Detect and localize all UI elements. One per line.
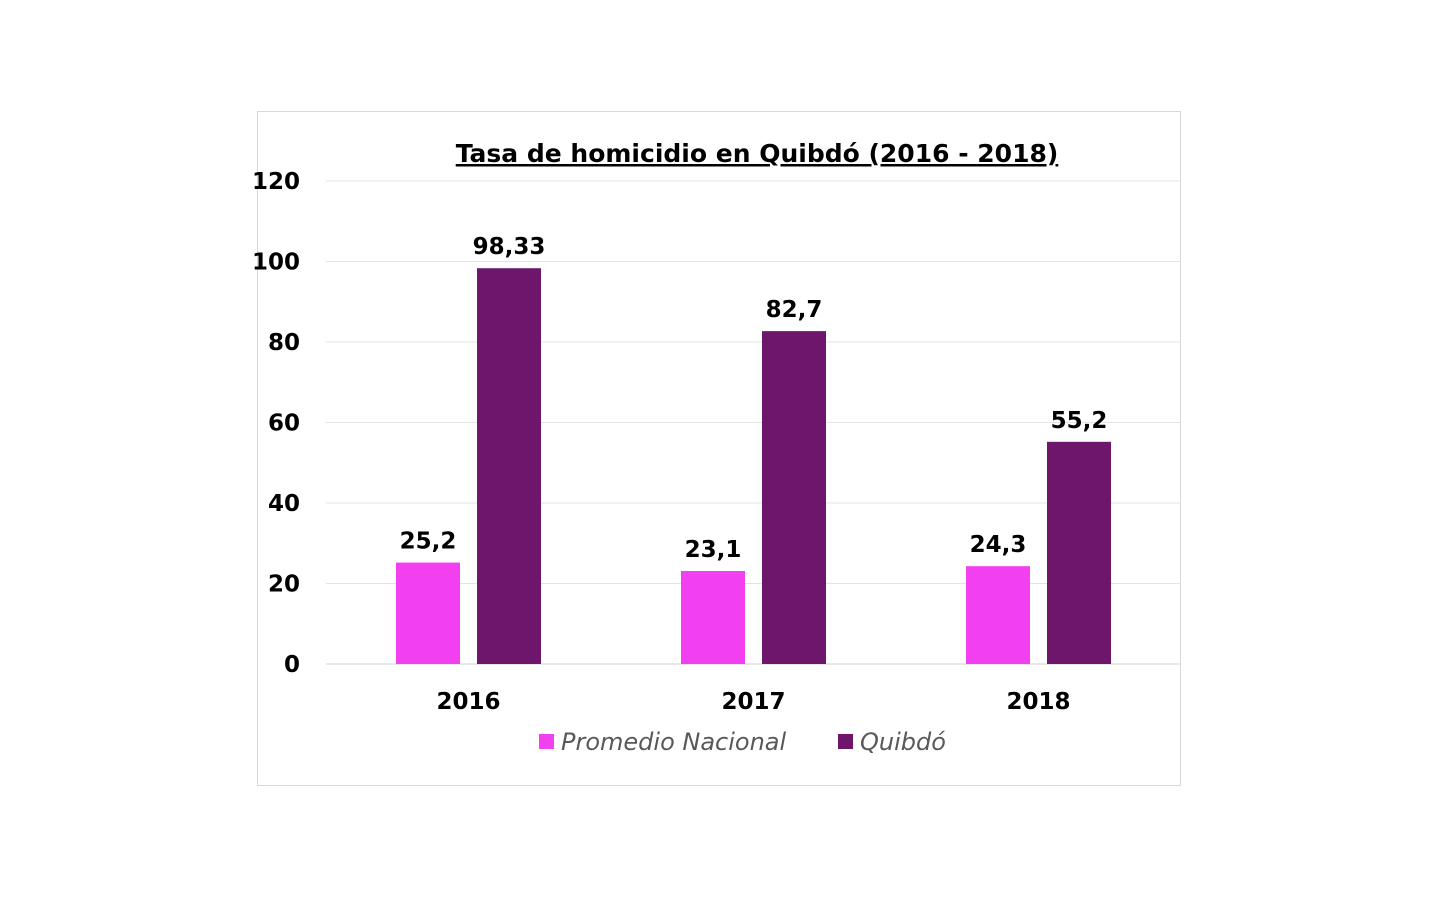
legend-label: Quibdó xyxy=(860,728,946,756)
data-label: 55,2 xyxy=(1051,408,1108,434)
y-tick-label: 100 xyxy=(252,250,300,276)
y-axis-ticks: 0 20 40 60 80 100 120 xyxy=(252,169,300,678)
legend-swatch xyxy=(838,734,853,749)
y-tick-label: 40 xyxy=(268,491,300,517)
bar-promedio-nacional-2016 xyxy=(396,562,460,664)
legend-swatch xyxy=(539,734,554,749)
bar-quibdo-2016 xyxy=(477,268,541,664)
y-tick-label: 20 xyxy=(268,572,300,598)
y-tick-label: 0 xyxy=(284,652,300,678)
bar-quibdo-2018 xyxy=(1047,441,1111,664)
legend-label: Promedio Nacional xyxy=(561,728,787,756)
bar-quibdo-2017 xyxy=(762,331,826,664)
y-tick-label: 80 xyxy=(268,330,300,356)
bar-promedio-nacional-2017 xyxy=(681,571,745,664)
data-labels: 25,2 98,33 23,1 82,7 24,3 55,2 xyxy=(400,234,1108,563)
bars xyxy=(396,268,1111,664)
chart-title: Tasa de homicidio en Quibdó (2016 - 2018… xyxy=(456,139,1059,168)
data-label: 24,3 xyxy=(970,532,1027,558)
data-label: 23,1 xyxy=(685,537,742,563)
chart-frame xyxy=(257,111,1181,786)
y-tick-label: 60 xyxy=(268,411,300,437)
bar-promedio-nacional-2018 xyxy=(966,566,1030,664)
grid-lines xyxy=(326,180,1181,665)
legend: Promedio Nacional Quibdó xyxy=(539,728,946,756)
x-category-label: 2017 xyxy=(721,689,785,715)
data-label: 82,7 xyxy=(766,297,823,323)
x-category-label: 2018 xyxy=(1006,689,1070,715)
x-category-label: 2016 xyxy=(436,689,500,715)
x-axis-categories: 2016 2017 2018 xyxy=(436,689,1070,715)
y-tick-label: 120 xyxy=(252,169,300,195)
data-label: 98,33 xyxy=(473,234,546,260)
data-label: 25,2 xyxy=(400,529,457,555)
